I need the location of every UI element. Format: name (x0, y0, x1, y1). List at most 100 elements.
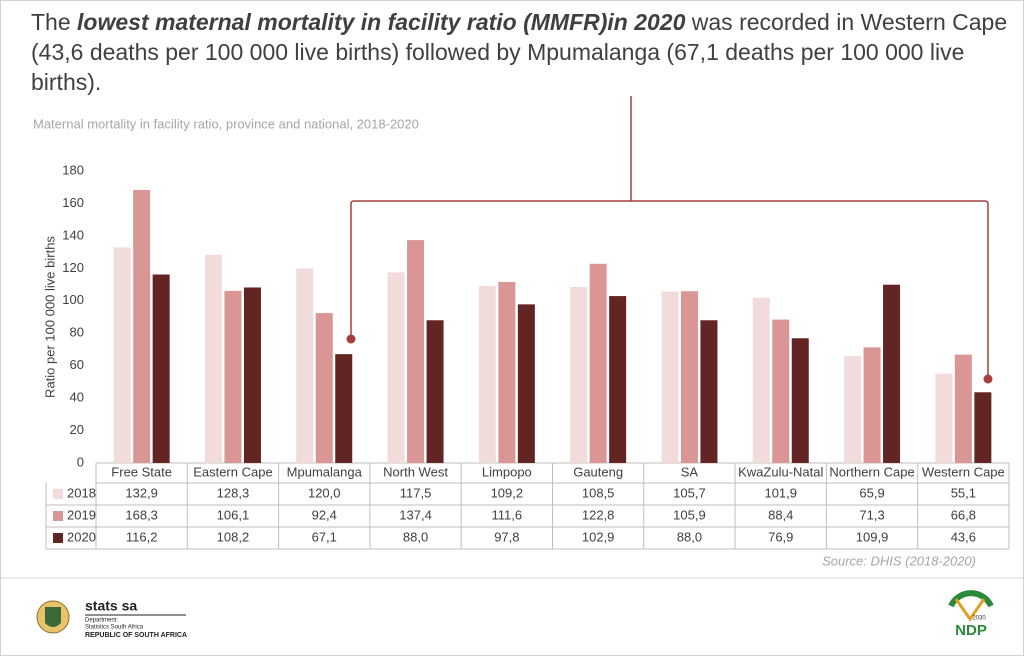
x-tick-label: Mpumalanga (287, 464, 363, 479)
bar (204, 254, 222, 463)
y-tick-label: 80 (70, 325, 84, 340)
country: REPUBLIC OF SOUTH AFRICA (85, 632, 187, 639)
x-tick-label: Limpopo (482, 464, 532, 479)
x-tick-label: Gauteng (573, 464, 623, 479)
bar (407, 240, 425, 463)
dept-label: Department: (85, 618, 118, 624)
bar (935, 373, 953, 463)
annotation-dot (983, 374, 993, 384)
y-tick-label: 60 (70, 357, 84, 372)
y-tick-label: 40 (70, 390, 84, 405)
table-value: 88,0 (403, 529, 428, 544)
y-tick-label: 100 (62, 292, 84, 307)
table-value: 66,8 (951, 507, 976, 522)
y-tick-label: 120 (62, 260, 84, 275)
table-value: 97,8 (494, 529, 519, 544)
table-value: 108,5 (582, 485, 615, 500)
table-value: 92,4 (312, 507, 337, 522)
bar (113, 247, 131, 463)
y-tick-label: 180 (62, 162, 84, 177)
bar (570, 286, 588, 463)
bar (954, 354, 972, 463)
table-value: 128,3 (217, 485, 250, 500)
table-value: 137,4 (399, 507, 432, 522)
bar (152, 274, 170, 463)
ndp-logo: NDP 2030 (948, 590, 994, 639)
legend-swatch (53, 533, 63, 543)
annotation-dot (346, 334, 356, 344)
legend-swatch (53, 511, 63, 521)
headline: The lowest maternal mortality in facilit… (31, 7, 1016, 97)
table-value: 102,9 (582, 529, 615, 544)
table-value: 105,9 (673, 507, 706, 522)
dept-name: Statistics South Africa (85, 625, 144, 631)
x-tick-label: KwaZulu-Natal (738, 464, 823, 479)
x-tick-label: North West (383, 464, 448, 479)
table-value: 120,0 (308, 485, 341, 500)
bar (680, 291, 698, 463)
bar (498, 281, 516, 463)
table-value: 43,6 (951, 529, 976, 544)
y-tick-label: 0 (77, 454, 84, 469)
x-tick-label: Eastern Cape (193, 464, 273, 479)
source: Source: DHIS (2018-2020) (822, 553, 976, 568)
bar (315, 313, 333, 463)
annotation-bracket (350, 96, 989, 379)
bar (589, 263, 607, 463)
bar (661, 291, 679, 463)
bar (609, 296, 627, 463)
bar (752, 297, 770, 463)
table-value: 67,1 (312, 529, 337, 544)
x-tick-label: Northern Cape (829, 464, 914, 479)
legend-label: 2019 (67, 507, 96, 522)
y-tick-label: 140 (62, 227, 84, 242)
table-value: 76,9 (768, 529, 793, 544)
table-value: 117,5 (400, 485, 432, 500)
stats-sa-logo: stats sa Department: Statistics South Af… (36, 598, 187, 639)
headline-lead: The (31, 9, 78, 35)
table-value: 106,1 (217, 507, 250, 522)
headline-rest: was recorded in Western Cape (43,6 death… (31, 9, 1008, 95)
bar (974, 392, 992, 463)
bar (224, 290, 242, 463)
table-value: 116,2 (126, 529, 158, 544)
table-value: 168,3 (125, 507, 158, 522)
bar (243, 287, 261, 463)
table-value: 55,1 (951, 485, 976, 500)
table-value: 109,2 (491, 485, 524, 500)
y-tick-label: 20 (70, 422, 84, 437)
bar (883, 284, 901, 463)
table-value: 109,9 (856, 529, 889, 544)
x-tick-label: Western Cape (922, 464, 1005, 479)
table-value: 111,6 (492, 507, 523, 522)
table-value: 122,8 (582, 507, 615, 522)
bar (517, 304, 535, 463)
bar (844, 356, 862, 463)
bar (863, 347, 881, 463)
bar (335, 354, 353, 463)
table-value: 71,3 (859, 507, 884, 522)
ndp-year: 2030 (972, 616, 986, 622)
bar (700, 320, 718, 463)
bar (133, 189, 151, 464)
y-tick-label: 160 (62, 195, 84, 210)
y-axis-label: Ratio per 100 000 live births (42, 236, 57, 398)
ndp-text: NDP (955, 622, 987, 639)
table-value: 132,9 (125, 485, 158, 500)
bar (426, 320, 444, 463)
headline-emphasis: lowest maternal mortality in facility ra… (77, 9, 686, 35)
table-value: 88,0 (677, 529, 702, 544)
bar (296, 268, 314, 463)
bar (387, 272, 405, 463)
bar (791, 338, 809, 463)
bar (478, 285, 496, 463)
legend-label: 2020 (67, 529, 96, 544)
bar (772, 319, 790, 463)
table-value: 101,9 (764, 485, 797, 500)
table-value: 105,7 (673, 485, 706, 500)
x-tick-label: SA (681, 464, 699, 479)
chart-title: Maternal mortality in facility ratio, pr… (33, 116, 419, 131)
x-tick-label: Free State (111, 464, 172, 479)
